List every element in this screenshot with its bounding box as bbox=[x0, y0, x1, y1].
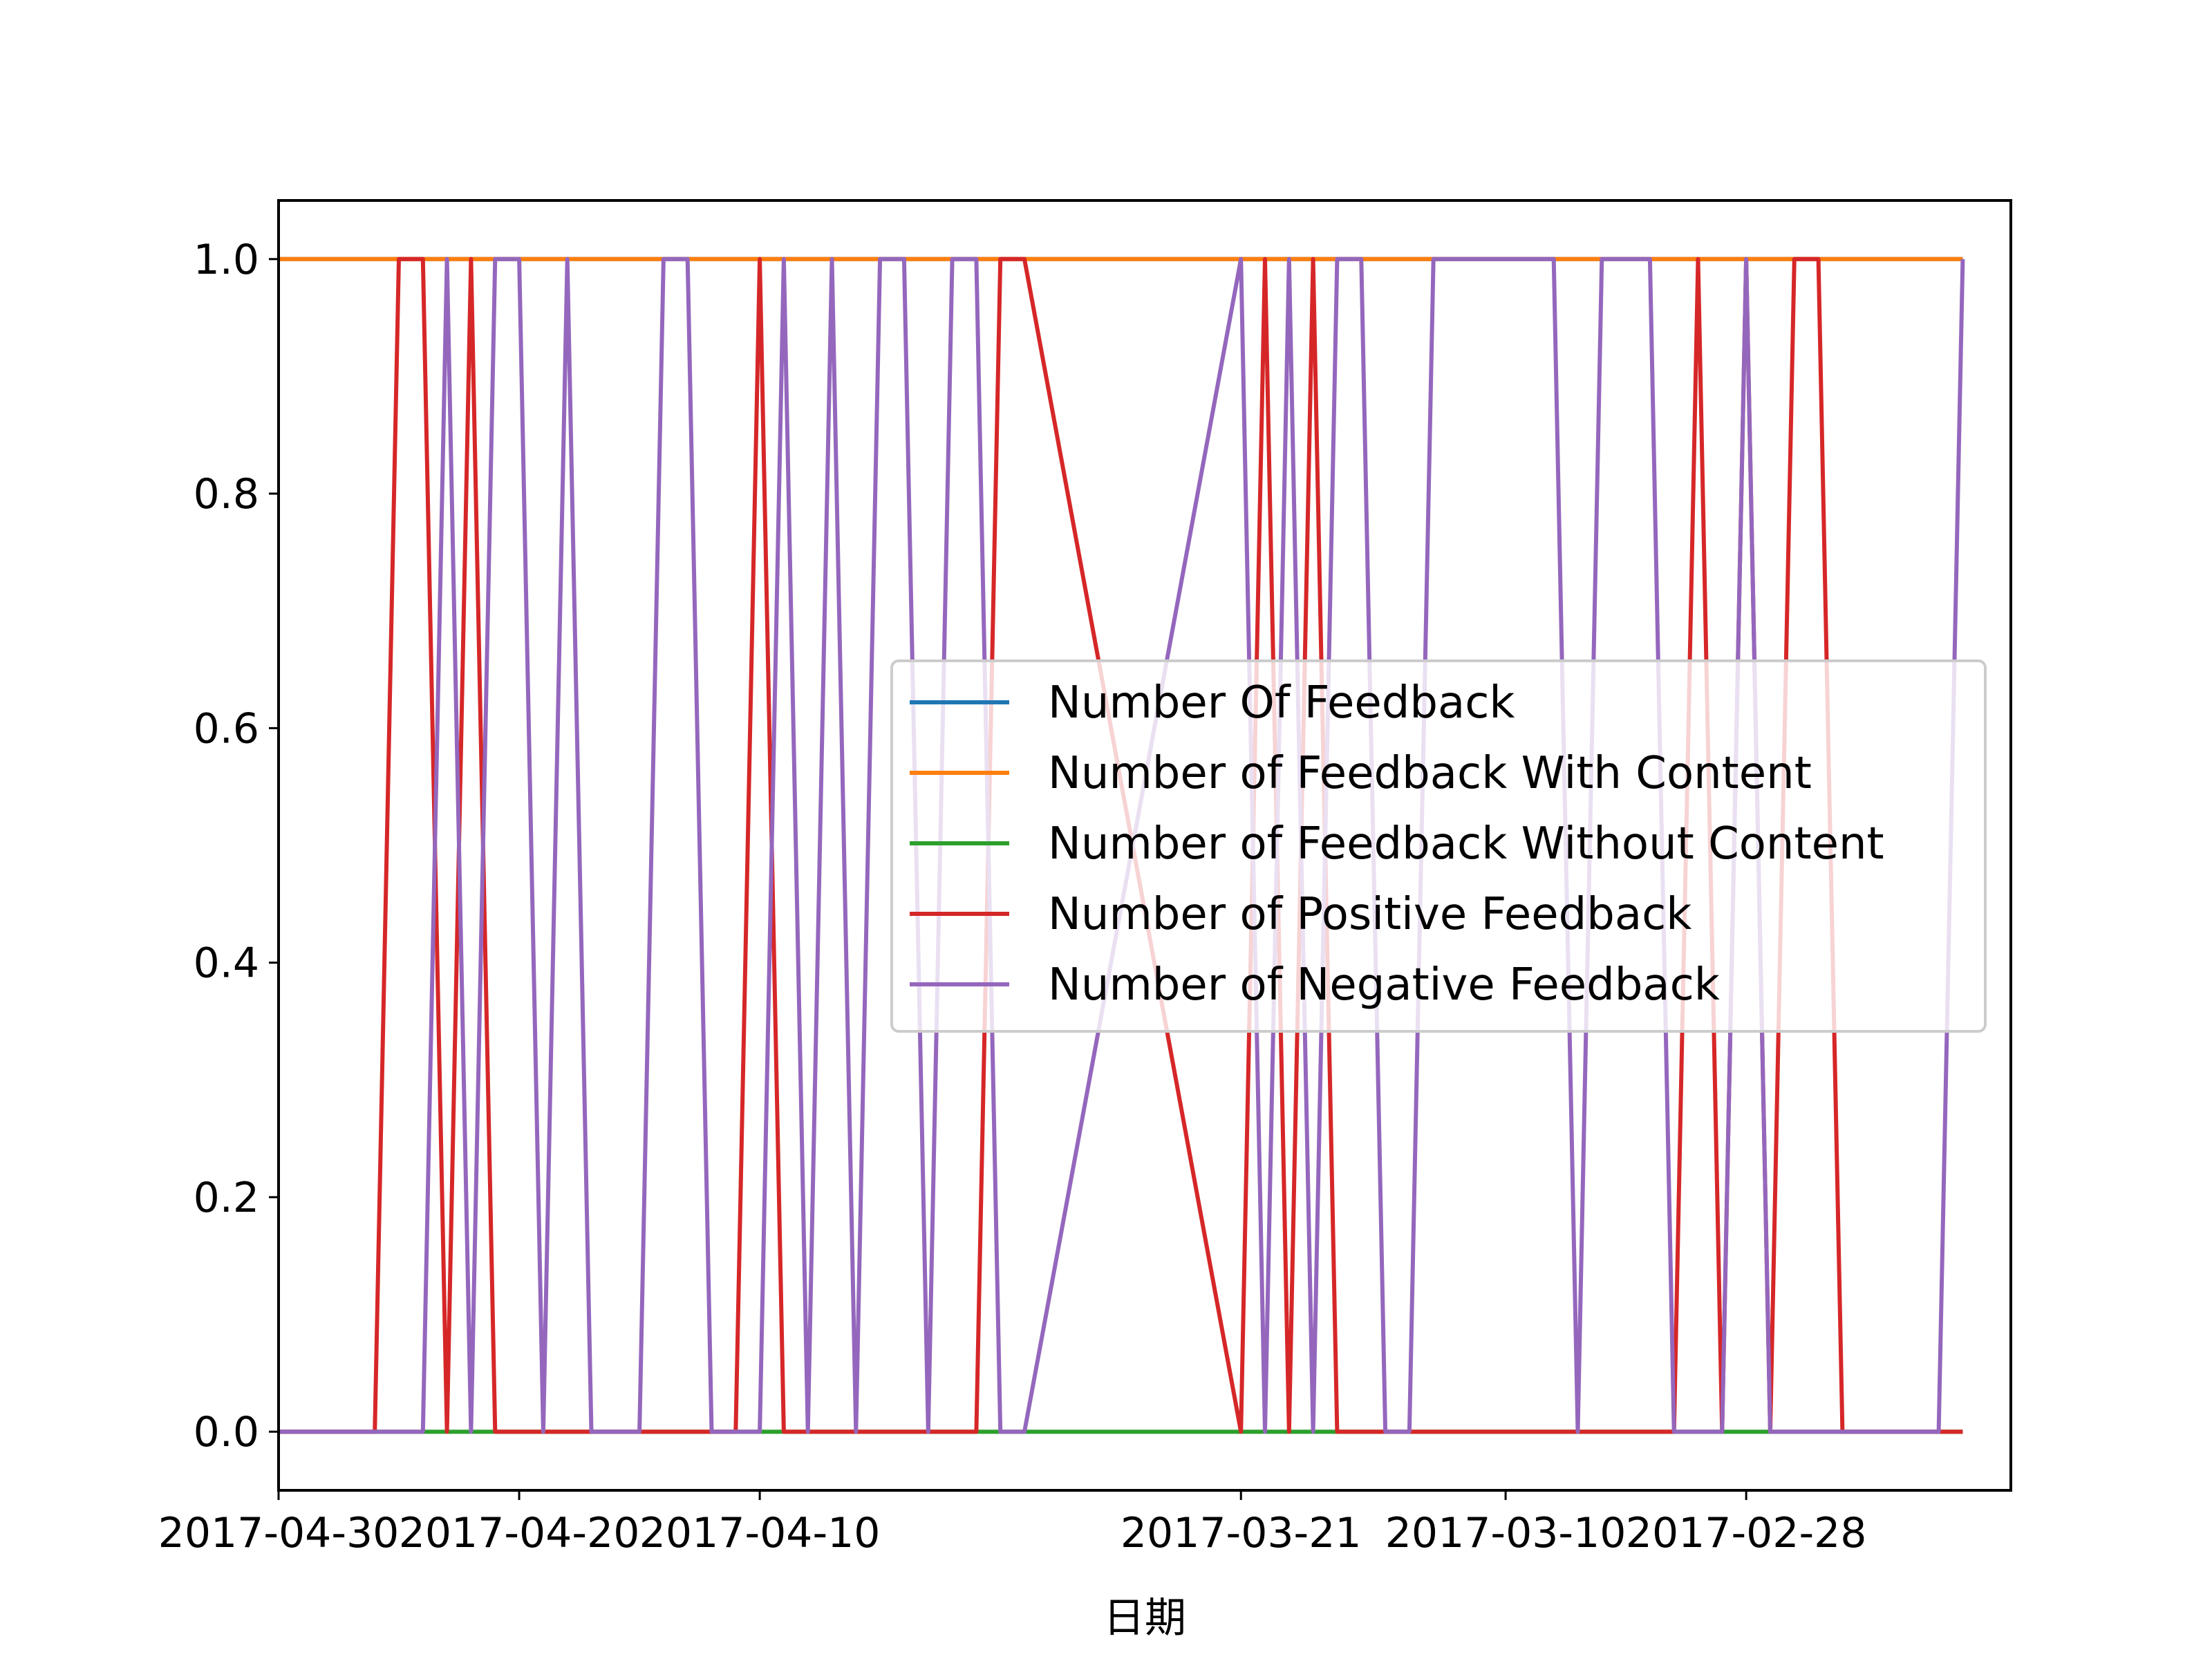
x-axis: 2017-04-30 2017-04-20 2017-04-10 2017-03-21… bbox=[158, 1490, 1867, 1557]
legend-label-2: Number of Feedback With Content bbox=[1048, 748, 1812, 799]
y-tick-label-3: 0.4 bbox=[194, 939, 259, 988]
series-line-5 bbox=[279, 256, 1965, 1434]
x-axis-title: 日期 bbox=[1103, 1594, 1186, 1642]
legend-label-1: Number Of Feedback bbox=[1048, 677, 1515, 729]
legend-frame bbox=[890, 659, 1987, 1033]
legend-label-5: Number of Negative Feedback bbox=[1048, 959, 1720, 1011]
x-tick-label-4: 2017-03-21 bbox=[1121, 1509, 1362, 1557]
x-tick-label-5: 2017-03-10 bbox=[1385, 1509, 1627, 1557]
x-tick-label-2: 2017-04-20 bbox=[399, 1509, 640, 1557]
series-line-4 bbox=[279, 256, 1963, 1434]
x-tick-label-3: 2017-04-10 bbox=[639, 1509, 881, 1557]
legend: Number Of Feedback Number of Feedback Wit… bbox=[890, 659, 1987, 1033]
y-tick-label-2: 0.2 bbox=[194, 1174, 259, 1222]
y-tick-label-1: 0.0 bbox=[194, 1408, 259, 1456]
y-tick-label-4: 0.6 bbox=[194, 704, 259, 753]
x-tick-label-6: 2017-02-28 bbox=[1626, 1509, 1867, 1557]
plot-frame bbox=[277, 199, 2012, 1492]
legend-label-3: Number of Feedback Without Content bbox=[1048, 818, 1884, 870]
y-tick-label-5: 0.8 bbox=[194, 470, 259, 518]
series-layer bbox=[279, 256, 1965, 1434]
x-tick-label-1: 2017-04-30 bbox=[158, 1509, 400, 1557]
y-axis: 0.0 0.2 0.4 0.6 0.8 1.0 bbox=[194, 236, 279, 1456]
y-tick-label-6: 1.0 bbox=[194, 236, 259, 284]
legend-label-4: Number of Positive Feedback bbox=[1048, 889, 1691, 940]
